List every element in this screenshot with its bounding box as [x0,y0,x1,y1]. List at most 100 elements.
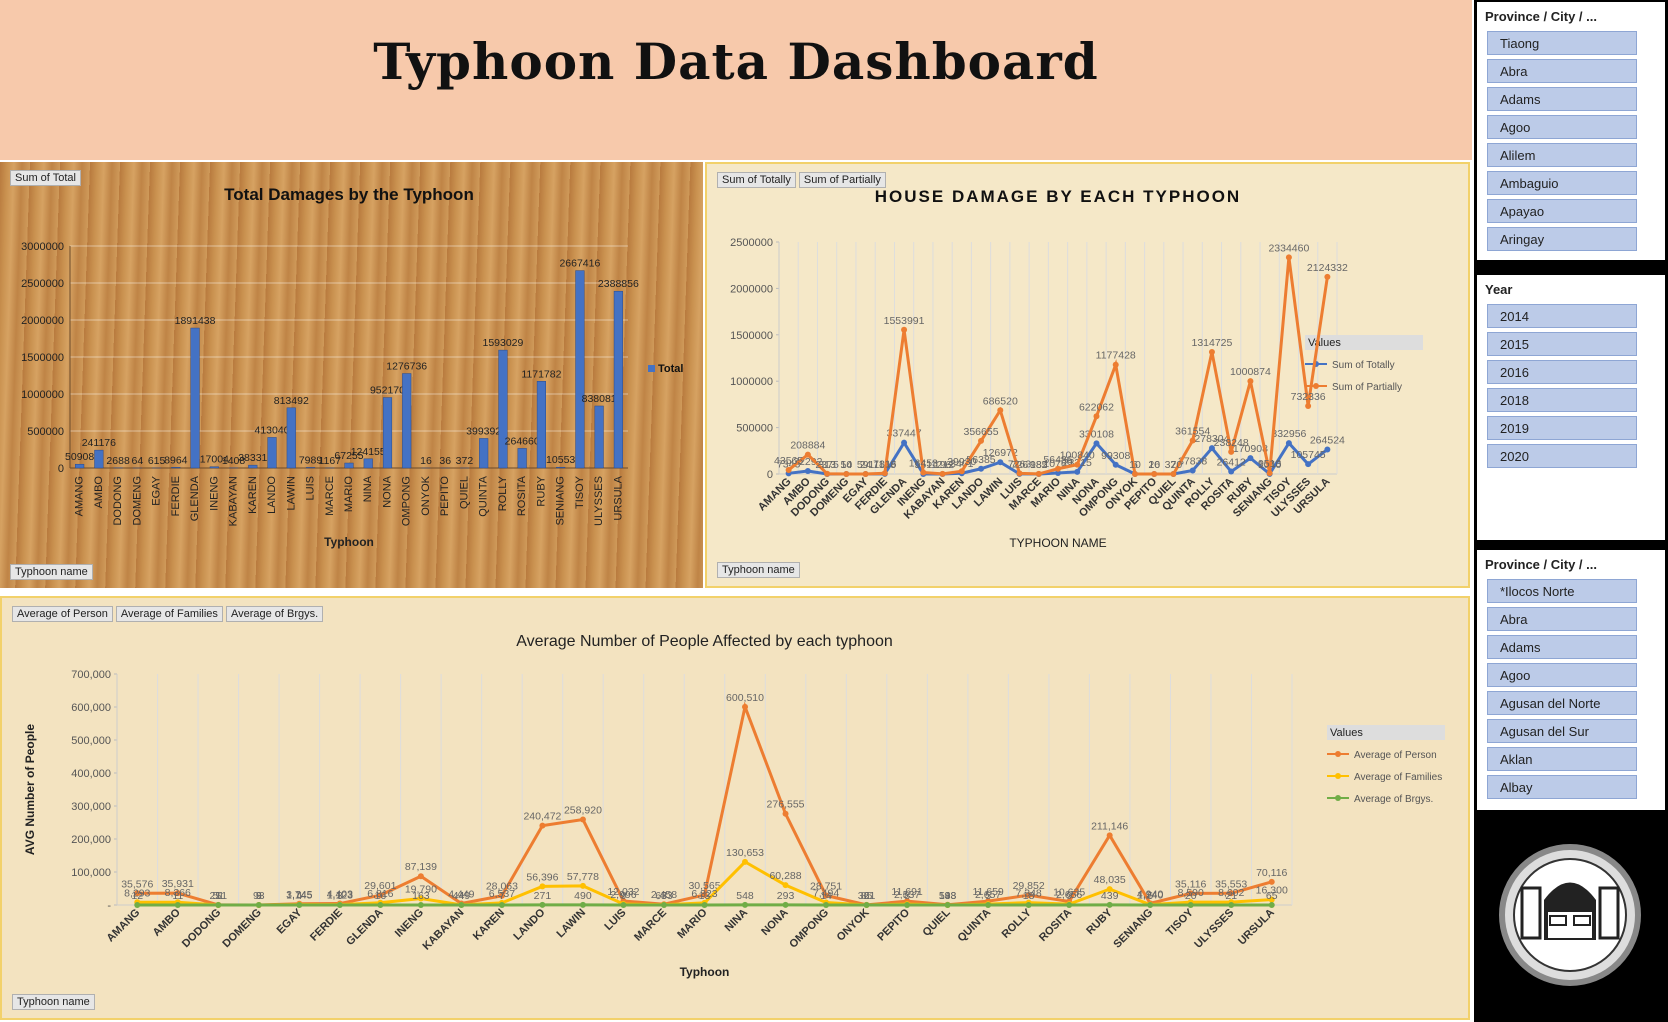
data-label: 56,396 [526,871,558,883]
x-tick-label: URSULA [612,475,624,520]
slicer-item[interactable]: Apayao [1487,199,1637,223]
point-marker [1208,348,1215,355]
slicer-item[interactable]: Alilem [1487,143,1637,167]
data-label: 3 [256,890,262,902]
bar [382,397,393,469]
point-marker [1025,901,1032,908]
data-label: 57,778 [567,871,599,883]
slicer-item[interactable]: *Ilocos Norte [1487,579,1637,603]
data-label: 11,659 [972,886,1003,898]
data-label: 361554 [1175,425,1210,437]
x-tick-label: OMPONG [401,476,413,526]
data-label: 12,032 [607,886,639,898]
slicer-title: Province / City / ... [1485,557,1597,572]
data-label: 10 [841,459,853,471]
field-buttons: Average of Person Average of Families Aver… [12,606,324,622]
field-button[interactable]: Average of Brgys. [225,606,324,622]
point-marker [742,858,749,865]
slicer-item[interactable]: Agusan del Norte [1487,691,1637,715]
point-marker [1266,470,1273,477]
slicer-item[interactable]: Agoo [1487,115,1637,139]
point-marker [978,437,985,444]
slicer: Year 2014 2015 2016 2018 2019 2020 [1477,275,1665,540]
data-label: 1177428 [1096,350,1136,362]
field-button[interactable]: Sum of Total [10,170,81,186]
bar [402,373,412,469]
data-label: 238248 [1214,437,1249,449]
bar [209,466,219,469]
data-label: 293 [777,890,795,902]
data-label: 7,494 [813,888,839,900]
sidebar: Province / City / ... Tiaong Abra Adams Agoo… [1474,0,1668,1022]
slicer-item[interactable]: 2016 [1487,360,1637,384]
data-label: 9513 [1258,458,1282,470]
x-tick-label: ROLLY [497,475,509,511]
logo [1499,844,1641,986]
data-label: 11,691 [891,886,922,898]
slicer-item[interactable]: 2019 [1487,416,1637,440]
x-tick-label: ROSITA [516,475,528,516]
data-label: 21 [1225,890,1237,902]
data-label: 264524 [1310,434,1345,446]
data-label: 93 [253,890,265,902]
data-label: 2,657 [975,889,1001,901]
data-label: 7816 [873,458,897,470]
slicer-title: Year [1485,282,1513,297]
point-marker [539,822,546,829]
point-marker [1093,413,1100,420]
slicer-item[interactable]: 2018 [1487,388,1637,412]
slicer-item[interactable]: Aringay [1487,227,1637,251]
data-label: 240,472 [523,811,561,823]
slicer-item[interactable]: Adams [1487,87,1637,111]
axis-button[interactable]: Typhoon name [10,564,93,580]
data-label: 271 [534,890,552,902]
data-label: 28,063 [486,881,518,893]
x-tick-label: QUIEL [920,906,952,938]
field-button[interactable]: Average of Families [115,606,223,622]
y-tick-label: 0 [58,463,64,475]
x-tick-label: FERDIE [308,907,345,944]
slicer-item[interactable]: 2020 [1487,444,1637,468]
x-tick-label: QUINTA [956,907,994,945]
data-label: 35,116 [1175,878,1206,890]
point-marker [498,892,505,899]
data-label: 1593029 [482,337,523,349]
slicer-item[interactable]: Agoo [1487,663,1637,687]
slicer-item[interactable]: 2015 [1487,332,1637,356]
point-marker [417,873,424,880]
slicer-item[interactable]: Aklan [1487,747,1637,771]
legend-swatch [648,365,655,372]
data-label: 2688 [106,455,130,467]
data-label: 7263 [1008,458,1032,470]
slicer-item[interactable]: 2014 [1487,304,1637,328]
slicer-item[interactable]: Tiaong [1487,31,1637,55]
field-button[interactable]: Average of Person [12,606,113,622]
point-marker [985,901,992,908]
slicer-item[interactable]: Agusan del Sur [1487,719,1637,743]
slicer-item[interactable]: Adams [1487,635,1637,659]
data-label: 124155 [351,446,386,458]
slicer-item[interactable]: Abra [1487,59,1637,83]
data-label: 13 [699,890,711,902]
data-label: 85 [861,890,873,902]
x-tick-label: DOMENG [220,907,263,950]
point-marker [174,890,181,897]
field-button[interactable]: Sum of Partially [798,172,886,188]
data-label: 9 [621,890,627,902]
legend-marker [1335,773,1341,779]
field-button[interactable]: Sum of Totally [717,172,796,188]
slicer-item[interactable]: Albay [1487,775,1637,799]
slicer-item[interactable]: Ambaguio [1487,171,1637,195]
slicer-item[interactable]: Abra [1487,607,1637,631]
legend-marker [1313,383,1319,389]
axis-button[interactable]: Typhoon name [717,562,800,578]
point-marker [215,901,222,908]
data-label: 35,576 [121,878,153,890]
chart-title: HOUSE DAMAGE BY EACH TYPHOON [875,187,1241,206]
data-label: 264660 [505,435,540,447]
x-tick-label: LAWIN [285,476,297,510]
point-marker [1066,901,1073,908]
axis-button[interactable]: Typhoon name [12,994,95,1010]
bar [594,405,604,469]
x-axis-title: TYPHOON NAME [1009,536,1106,550]
